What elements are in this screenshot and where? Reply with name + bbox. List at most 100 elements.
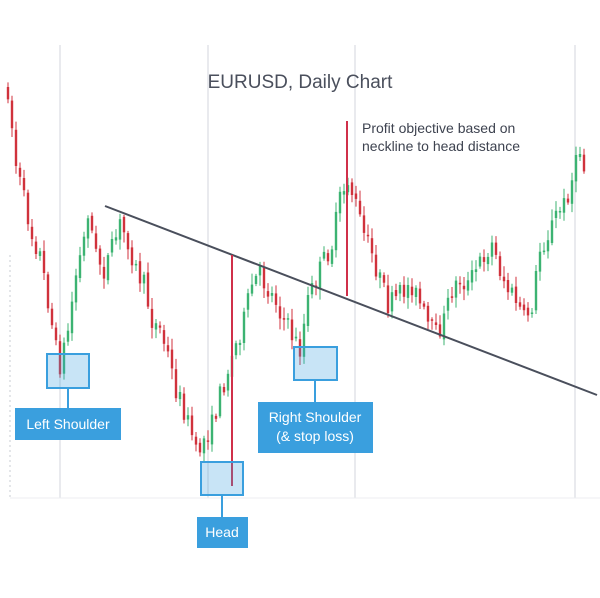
- candle-body: [62, 342, 66, 374]
- candle-body: [142, 274, 146, 284]
- candle-body: [534, 271, 538, 311]
- candle-body: [462, 285, 466, 290]
- candle-body: [478, 256, 482, 267]
- candle-body: [502, 276, 506, 282]
- candle-body: [26, 192, 30, 225]
- candle-body: [378, 272, 382, 278]
- candle-body: [506, 280, 510, 293]
- candle-body: [578, 154, 582, 158]
- candle-body: [430, 319, 434, 321]
- candle-body: [350, 182, 354, 195]
- candle-body: [266, 291, 270, 297]
- candle-body: [334, 211, 338, 251]
- candle-body: [458, 282, 462, 285]
- candle-body: [258, 266, 262, 276]
- candle-body: [150, 308, 154, 328]
- right-shoulder-label-line-1: Right Shoulder: [269, 409, 362, 425]
- candle-body: [482, 257, 486, 262]
- candle-body: [42, 250, 46, 273]
- candle-body: [538, 251, 542, 272]
- left-shoulder-label: Left Shoulder: [26, 416, 110, 432]
- candle-body: [290, 319, 294, 341]
- candle-body: [66, 330, 70, 342]
- candle-body: [106, 255, 110, 281]
- candle-body: [282, 318, 286, 320]
- left-shoulder-label-box: [15, 408, 121, 440]
- candle-body: [434, 322, 438, 325]
- candle-body: [422, 303, 426, 307]
- candle-body: [182, 393, 186, 420]
- candle-body: [518, 302, 522, 307]
- candle-body: [514, 286, 518, 303]
- candle-body: [450, 296, 454, 298]
- candle-body: [474, 269, 478, 272]
- candle-body: [386, 285, 390, 314]
- candle-body: [542, 250, 546, 253]
- candle-body: [38, 251, 42, 256]
- candle-body: [554, 210, 558, 218]
- candle-body: [198, 442, 202, 453]
- candle-body: [18, 167, 22, 177]
- candle-body: [34, 241, 38, 254]
- candle-body: [70, 301, 74, 334]
- candle-body: [226, 373, 230, 391]
- candle-body: [302, 323, 306, 357]
- right-shoulder-highlight: [293, 346, 338, 381]
- candle-body: [558, 211, 562, 213]
- candle-body: [214, 415, 218, 419]
- candle-body: [50, 308, 54, 326]
- candle-body: [306, 295, 310, 326]
- candle-body: [526, 307, 530, 316]
- candle-body: [94, 233, 98, 249]
- candle-body: [6, 87, 10, 100]
- candle-body: [74, 275, 78, 303]
- candle-body: [570, 180, 574, 204]
- candle-body: [166, 345, 170, 352]
- candle-body: [338, 191, 342, 214]
- candle-body: [110, 239, 114, 253]
- candle-body: [370, 238, 374, 254]
- candle-body: [498, 256, 502, 276]
- candle-body: [394, 290, 398, 297]
- right-shoulder-label-box: [258, 402, 373, 453]
- candle-body: [146, 272, 150, 307]
- candle-body: [390, 292, 394, 312]
- candle-body: [98, 248, 102, 265]
- candle-body: [582, 154, 586, 172]
- candle-body: [138, 261, 142, 284]
- candle-body: [210, 414, 214, 445]
- candle-body: [274, 293, 278, 305]
- candle-body: [194, 436, 198, 445]
- candle-body: [174, 369, 178, 399]
- candle-body: [326, 253, 330, 262]
- candle-body: [546, 240, 550, 252]
- candle-body: [294, 336, 298, 339]
- candle-body: [190, 415, 194, 436]
- candle-body: [490, 242, 494, 257]
- left-shoulder-highlight: [46, 353, 90, 389]
- candle-body: [90, 215, 94, 231]
- candle-body: [362, 215, 366, 233]
- candle-body: [566, 198, 570, 203]
- candle-body: [86, 218, 90, 239]
- candle-body: [10, 100, 14, 129]
- head-highlight: [200, 461, 244, 496]
- candle-body: [438, 324, 442, 337]
- candle-body: [162, 330, 166, 344]
- candle-body: [242, 311, 246, 343]
- candle-body: [374, 254, 378, 277]
- chart-title: EURUSD, Daily Chart: [208, 72, 393, 93]
- candle-body: [494, 242, 498, 255]
- candle-body: [366, 234, 370, 237]
- candle-body: [218, 386, 222, 417]
- candle-body: [202, 438, 206, 454]
- right-shoulder-label-line-2: (& stop loss): [276, 428, 354, 444]
- candle-body: [278, 306, 282, 319]
- candle-body: [126, 233, 130, 250]
- candle-body: [530, 312, 534, 314]
- candle-body: [342, 191, 346, 195]
- candle-body: [398, 285, 402, 294]
- candle-body: [470, 270, 474, 283]
- candle-body: [418, 288, 422, 304]
